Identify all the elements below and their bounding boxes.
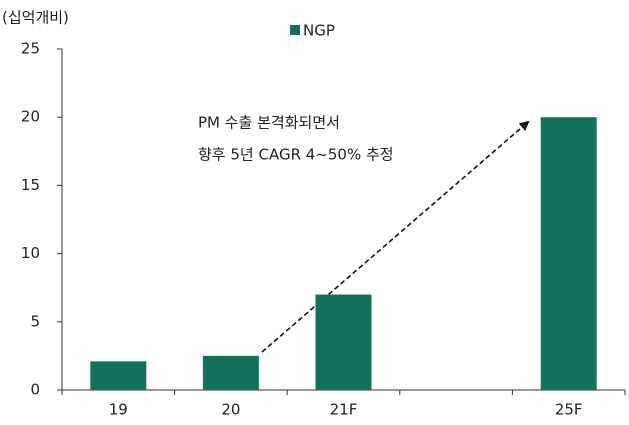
y-tick-label: 20 (21, 108, 40, 126)
x-tick-label: 25F (555, 401, 583, 419)
bar (315, 294, 372, 390)
y-tick-label: 25 (21, 40, 40, 58)
bar (202, 355, 259, 390)
x-tick-label: 20 (221, 401, 240, 419)
legend-label: NGP (303, 22, 335, 40)
x-tick-label: 21F (330, 401, 358, 419)
annotation: PM 수출 본격화되면서 (198, 114, 340, 132)
trend-arrow (261, 120, 530, 353)
x-tick-label: 19 (109, 401, 128, 419)
bar (90, 361, 147, 390)
y-tick-label: 5 (30, 312, 40, 330)
y-tick-label: 15 (21, 176, 40, 194)
bar (540, 117, 597, 390)
y-tick-label: 10 (21, 244, 40, 262)
y-axis-label: (십억개비) (2, 9, 69, 27)
annotation: 향후 5년 CAGR 4~50% 추정 (198, 146, 394, 164)
legend-swatch (290, 25, 300, 35)
y-tick-label: 0 (30, 381, 40, 399)
